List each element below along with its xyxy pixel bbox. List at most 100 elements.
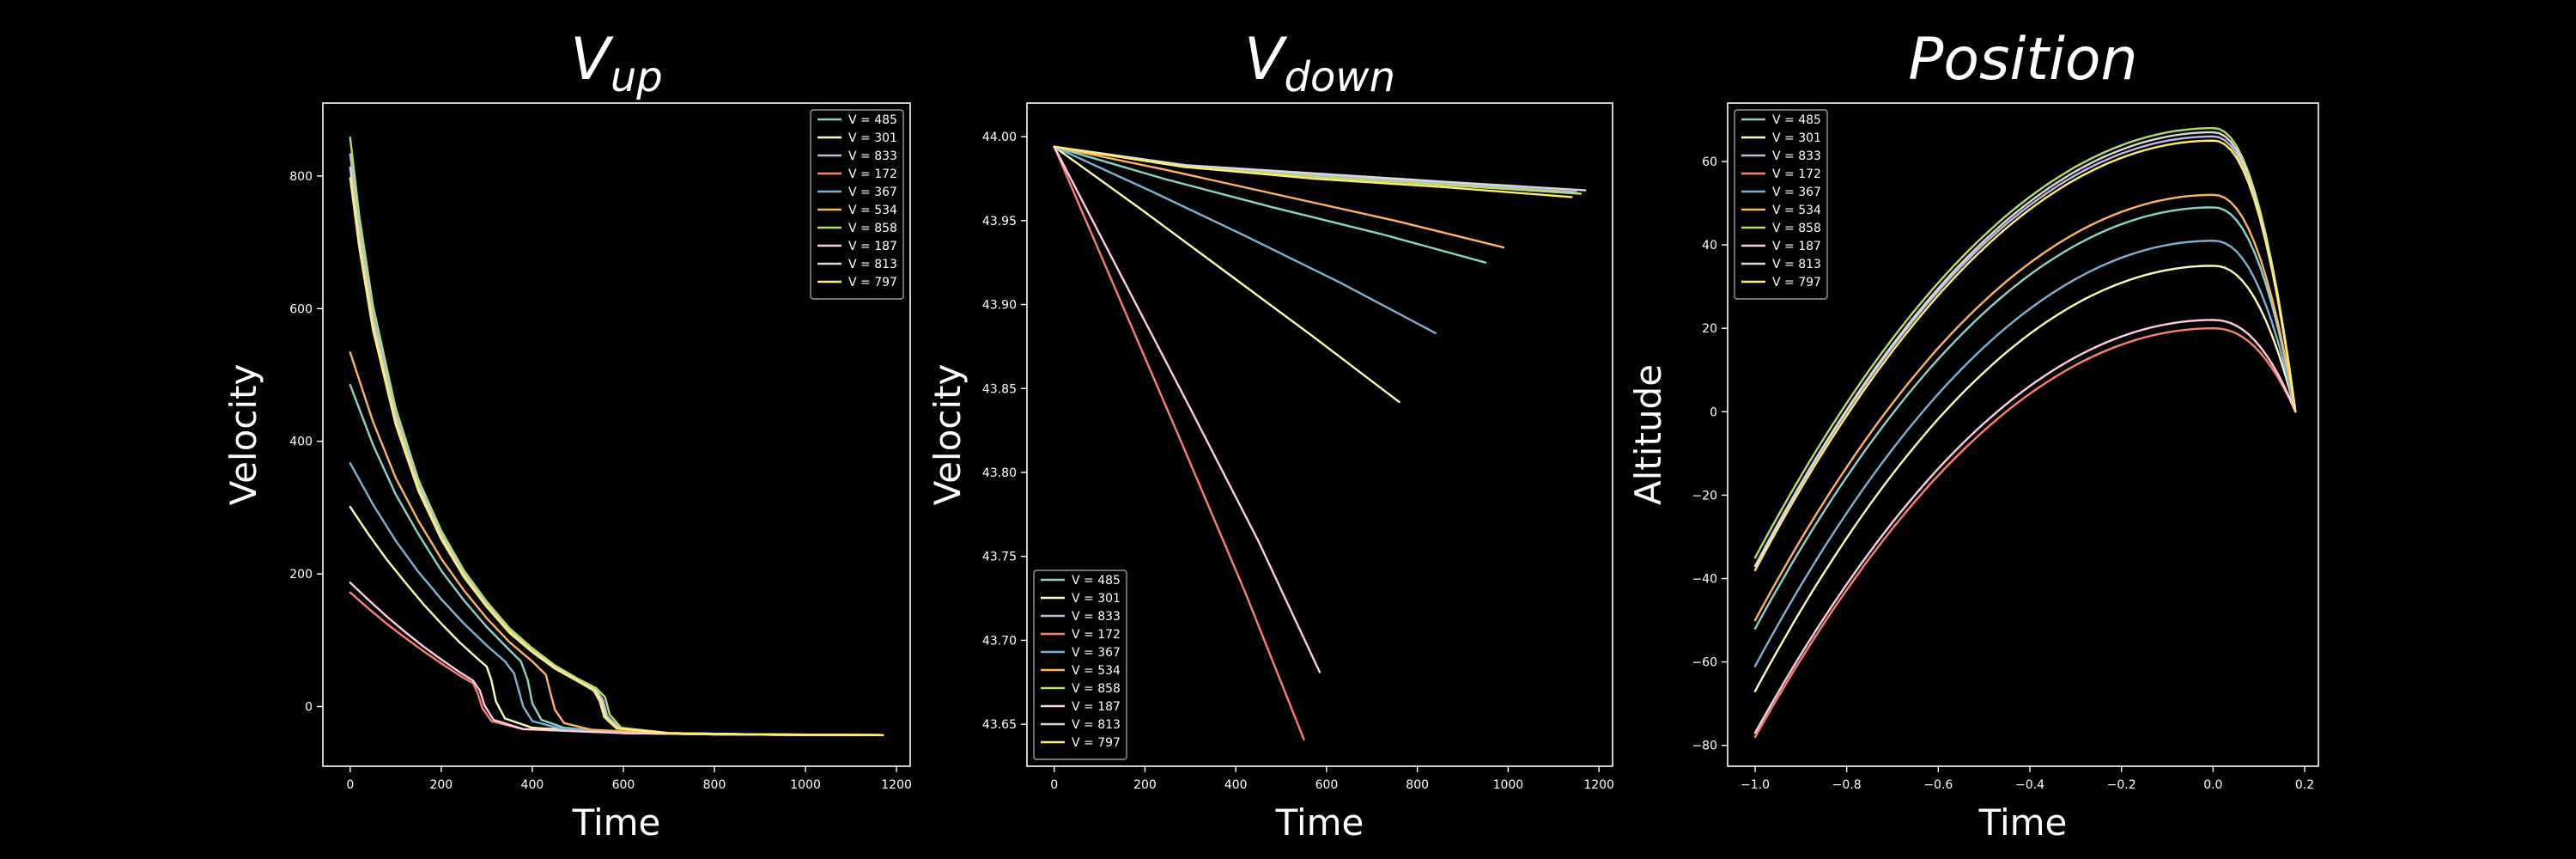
legend: V = 485 V = 301 V = 833 V = 172 V = 367 V = 5… [1734, 109, 1828, 300]
x-tick-label: −0.6 [1923, 778, 1953, 792]
chart-vdown: Vdown Time Velocity 0 200 400 600 800 1000 1200 43… [927, 26, 1614, 844]
legend-box [1033, 570, 1127, 760]
y-tick-label: −80 [1692, 740, 1717, 753]
x-tick-label: 200 [429, 778, 453, 792]
series-line-797 [1753, 139, 2297, 571]
x-tick-label: 600 [612, 778, 635, 792]
series-line-833 [349, 153, 884, 736]
chart-title-main: V [570, 26, 614, 94]
chart-title-main: V [1244, 26, 1288, 94]
series-line-534 [1753, 193, 2297, 622]
legend-entry: V = 858 [1772, 222, 1821, 235]
legend-entry: V = 534 [1072, 664, 1121, 678]
y-tick-label: 44.00 [982, 131, 1017, 144]
x-axis-label: Time [1978, 801, 2068, 844]
legend-entry: V = 367 [1772, 186, 1821, 199]
y-tick-label: 0 [1710, 405, 1717, 419]
y-tick-label: 0 [305, 701, 313, 715]
y-tick-label: 43.80 [982, 466, 1017, 480]
legend-entry: V = 813 [1772, 258, 1821, 271]
x-tick-label: 0 [1050, 778, 1058, 792]
x-tick-label: 600 [1315, 778, 1339, 792]
chart-position: Position Time Altitude −1.0 −0.8 −0.6 −0.4 −0.2… [1627, 26, 2319, 844]
chart-title: Vup [570, 26, 662, 101]
x-tick-label: 0 [346, 778, 354, 792]
legend-entry: V = 797 [1072, 736, 1121, 750]
series-line-172 [1753, 327, 2297, 739]
series-line-797 [1053, 145, 1573, 198]
legend: V = 485 V = 301 V = 833 V = 172 V = 367 V = 5… [810, 109, 904, 300]
legend-entry: V = 187 [848, 240, 897, 253]
legend-entry: V = 858 [848, 222, 897, 235]
y-tick-label: 43.90 [982, 299, 1017, 313]
legend-entry: V = 858 [1072, 682, 1121, 696]
x-tick-label: 200 [1133, 778, 1157, 792]
x-tick-label: 0.0 [2203, 778, 2222, 792]
series-line-172 [349, 591, 884, 736]
series-line-301 [1053, 145, 1400, 404]
legend-entry: V = 187 [1772, 240, 1821, 253]
y-tick-label: 60 [1702, 155, 1717, 169]
y-tick-label: 43.85 [982, 382, 1017, 396]
y-tick-label: 200 [289, 568, 313, 582]
x-axis-label: Time [572, 801, 661, 844]
series-line-534 [349, 351, 884, 736]
legend-entry: V = 833 [848, 149, 897, 163]
legend-entry: V = 797 [1772, 276, 1821, 289]
legend-entry: V = 485 [1772, 113, 1821, 127]
axes-frame [1026, 102, 1613, 767]
series-line-858 [349, 136, 884, 736]
y-tick-label: 20 [1702, 322, 1717, 336]
axes-frame [322, 102, 911, 767]
y-tick-label: 43.95 [982, 215, 1017, 228]
legend-entry: V = 485 [1072, 574, 1121, 588]
series-line-187 [349, 582, 884, 736]
x-tick-label: −0.4 [2015, 778, 2044, 792]
x-tick-label: 800 [1406, 778, 1429, 792]
axes-frame [1727, 102, 2319, 767]
y-tick-label: −20 [1692, 489, 1717, 503]
y-tick-label: −40 [1692, 573, 1717, 587]
x-tick-label: 1000 [1493, 778, 1524, 792]
x-tick-label: 1200 [1583, 778, 1614, 792]
legend-entry: V = 534 [1772, 204, 1821, 217]
y-tick-label: 43.65 [982, 718, 1017, 732]
x-tick-label: −0.2 [2107, 778, 2136, 792]
legend-entry: V = 301 [848, 131, 897, 145]
legend-entry: V = 534 [848, 204, 897, 217]
series-line-187 [1053, 145, 1321, 673]
legend-entry: V = 172 [1072, 628, 1121, 642]
legend-entry: V = 187 [1072, 700, 1121, 714]
y-tick-label: 400 [289, 436, 313, 449]
legend: V = 485 V = 301 V = 833 V = 172 V = 367 V = 5… [1033, 570, 1127, 760]
legend-entry: V = 485 [848, 113, 897, 127]
chart-title-subscript: down [1285, 53, 1396, 101]
x-tick-label: 400 [521, 778, 544, 792]
y-tick-label: 40 [1702, 239, 1717, 253]
x-tick-label: −1.0 [1741, 778, 1770, 792]
series-line-813 [349, 166, 884, 736]
legend-entry: V = 301 [1072, 592, 1121, 606]
y-tick-label: 43.70 [982, 634, 1017, 648]
series-line-301 [1753, 265, 2297, 692]
legend-entry: V = 833 [1072, 610, 1121, 624]
legend-box [810, 109, 904, 300]
legend-entry: V = 172 [848, 168, 897, 181]
x-tick-label: 0.2 [2295, 778, 2314, 792]
legend-entry: V = 172 [1772, 168, 1821, 181]
series-line-485 [1053, 145, 1487, 264]
series-line-172 [1053, 145, 1305, 740]
legend-entry: V = 301 [1772, 131, 1821, 145]
legend-entry: V = 833 [1772, 149, 1821, 163]
legend-entry: V = 367 [848, 186, 897, 199]
series-line-367 [1053, 145, 1437, 334]
x-axis-label: Time [1275, 801, 1364, 844]
chart-title-subscript: up [611, 53, 663, 101]
series-line-367 [1753, 240, 2297, 667]
legend-entry: V = 813 [848, 258, 897, 271]
series-line-485 [349, 383, 884, 736]
x-tick-label: −0.8 [1832, 778, 1862, 792]
chart-title-main: Position [1908, 26, 2137, 94]
x-tick-label: 1000 [790, 778, 821, 792]
